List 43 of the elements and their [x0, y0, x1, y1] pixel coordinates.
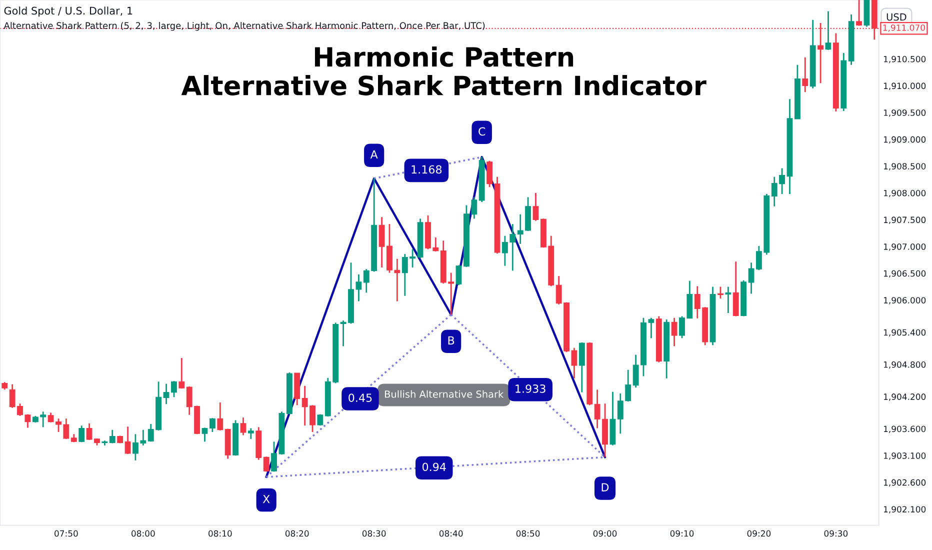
x-tick-label: 08:40 [439, 530, 463, 537]
text: Harmonic Pattern Alternative Shark Pattern Indicator [181, 46, 706, 96]
y-tick-label: 1,902.600 [884, 479, 926, 487]
y-tick-label: 1,902.100 [884, 506, 926, 514]
annotation: B [448, 336, 454, 344]
y-tick-label: 1,909.500 [884, 109, 926, 117]
y-tick-label: 1,905.400 [884, 329, 926, 337]
y-tick-label: 1,906.500 [884, 270, 926, 278]
annotation: Gold Spot / U.S. Dollar, 1 [4, 6, 132, 17]
y-tick-label: 1,908.500 [884, 163, 926, 170]
x-tick-label: 08:20 [285, 530, 309, 537]
ref-line-label: 1,911.070 [883, 24, 925, 32]
x-tick-label: 08:00 [132, 530, 155, 537]
annotation: 1.933 [516, 384, 546, 393]
annotation: D [602, 483, 609, 492]
x-tick-label: 08:10 [208, 530, 232, 537]
x-tick-label: 09:20 [747, 530, 771, 537]
x-tick-label: 09:00 [593, 530, 617, 537]
x-tick-label: 07:50 [54, 530, 78, 537]
y-tick-label: 1,903.100 [884, 452, 926, 460]
annotation: Alternative Shark Pattern (5, 2, 3, large, Light, On, Alternative Shark Harmonic Pattern, Once Per Bar, UTC) [4, 22, 485, 31]
x-tick-label: 08:50 [516, 530, 540, 537]
x-tick-label: 08:30 [362, 530, 386, 537]
y-tick-label: 1,909.000 [884, 136, 926, 144]
annotation: C [478, 127, 486, 136]
y-tick-label: 1,907.000 [884, 243, 926, 251]
y-tick-label: 1,903.600 [884, 426, 926, 433]
annotation: 1.168 [412, 165, 442, 174]
y-tick-label: 1,908.000 [884, 190, 926, 198]
y-tick-label: 1,904.200 [884, 394, 926, 401]
y-tick-label: 1,910.500 [884, 56, 926, 64]
x-tick-label: 09:10 [670, 530, 694, 537]
annotation: X [262, 495, 270, 504]
annotation: 0.94 [422, 462, 446, 472]
y-tick-label: 1,906.000 [884, 297, 926, 304]
annotation: A [370, 150, 378, 158]
y-tick-label: 1,907.500 [884, 216, 926, 224]
y-axis-title: USD [886, 13, 906, 21]
annotation: 0.45 [348, 394, 372, 402]
y-tick-label: 1,904.800 [884, 361, 926, 369]
y-tick-label: 1,910.000 [884, 82, 926, 90]
x-tick-label: 09:30 [824, 530, 848, 537]
annotation: Bullish Alternative Shark [384, 390, 504, 398]
